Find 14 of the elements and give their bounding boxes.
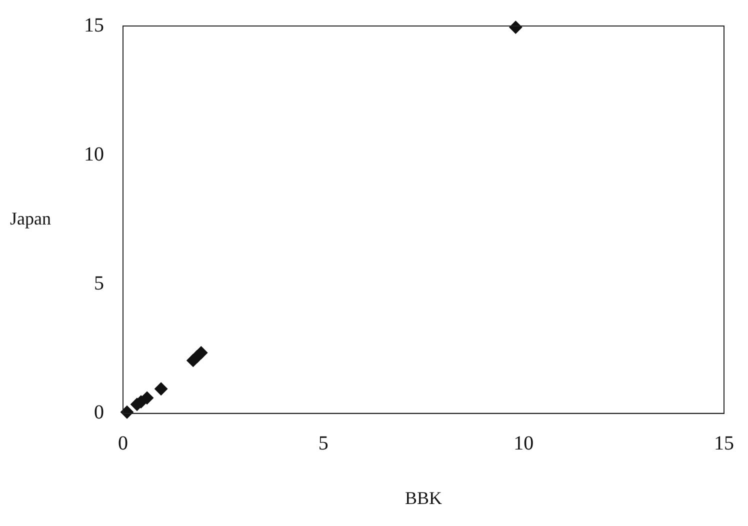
y-tick-label: 10 — [84, 143, 104, 166]
y-tick-label: 15 — [84, 14, 104, 36]
x-tick-label: 0 — [118, 432, 128, 455]
x-tick-label: 15 — [714, 432, 734, 455]
y-tick-label: 5 — [94, 272, 104, 295]
point — [509, 20, 522, 34]
x-tick-label: 5 — [318, 432, 328, 455]
point — [194, 346, 208, 360]
x-tick-label: 10 — [514, 432, 534, 455]
y-tick-label: 0 — [94, 402, 104, 424]
point — [154, 382, 168, 396]
y-axis-title: Japan — [10, 208, 51, 228]
x-axis-title: BBK — [404, 488, 442, 508]
point — [140, 391, 154, 404]
